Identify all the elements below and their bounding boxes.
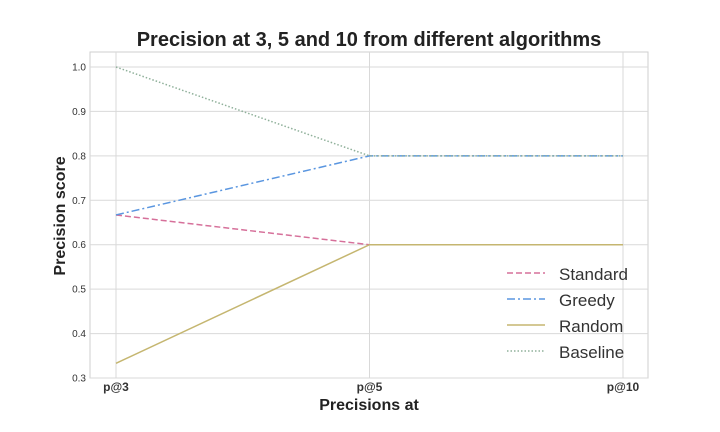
legend-label-random: Random <box>559 317 623 336</box>
legend-label-baseline: Baseline <box>559 343 624 362</box>
y-tick-label: 0.8 <box>72 151 86 162</box>
y-tick-label: 0.3 <box>72 374 86 385</box>
series-lines <box>115 66 623 365</box>
series-line-baseline <box>115 66 623 157</box>
y-axis-ticks: 0.3 0.4 0.5 0.6 0.7 0.8 0.9 1.0 <box>72 63 86 385</box>
x-tick-label: p@5 <box>357 380 383 394</box>
series-line-greedy <box>115 155 623 216</box>
legend: Standard Greedy Random Baseline <box>507 265 628 362</box>
legend-label-greedy: Greedy <box>559 291 615 310</box>
y-tick-label: 0.7 <box>72 196 86 207</box>
y-tick-label: 0.6 <box>72 240 86 251</box>
chart-title: Precision at 3, 5 and 10 from different … <box>137 29 602 51</box>
series-line-random <box>115 243 623 365</box>
y-tick-label: 0.5 <box>72 285 86 296</box>
legend-label-standard: Standard <box>559 265 628 284</box>
x-axis-label: Precisions at <box>319 397 419 414</box>
y-tick-label: 0.4 <box>72 329 86 340</box>
y-axis-label: Precision score <box>52 156 69 275</box>
x-axis-ticks: p@3 p@5 p@10 <box>103 380 639 394</box>
y-tick-label: 1.0 <box>72 63 86 74</box>
x-tick-label: p@3 <box>103 380 129 394</box>
x-tick-label: p@10 <box>607 380 640 394</box>
y-tick-label: 0.9 <box>72 107 86 118</box>
